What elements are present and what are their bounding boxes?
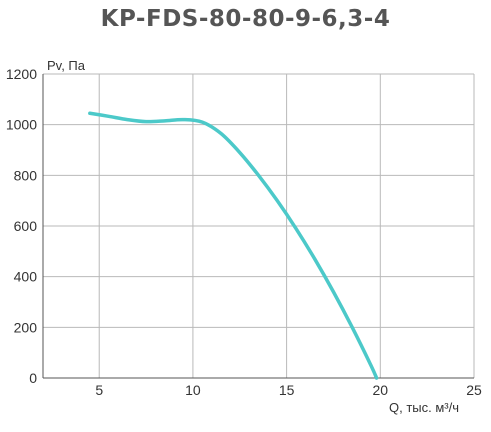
x-tick-label: 15 — [279, 382, 295, 398]
series-line — [88, 111, 379, 380]
y-tick-label: 400 — [14, 269, 38, 285]
y-tick-label: 0 — [29, 370, 37, 386]
x-tick-label: 10 — [185, 382, 201, 398]
y-tick-label: 600 — [14, 218, 38, 234]
chart-title: KP-FDS-80-80-9-6,3-4 — [100, 6, 391, 32]
x-axis-label: Q, тыс. м³/ч — [389, 400, 459, 415]
y-tick-label: 1200 — [6, 66, 37, 82]
x-tick-label: 5 — [95, 382, 103, 398]
y-tick-label: 200 — [14, 319, 38, 335]
y-tick-label: 800 — [14, 167, 38, 183]
x-tick-label: 25 — [466, 382, 482, 398]
x-tick-label: 20 — [373, 382, 389, 398]
y-tick-label: 1000 — [6, 117, 37, 133]
y-axis-label: Pv, Па — [47, 58, 86, 73]
